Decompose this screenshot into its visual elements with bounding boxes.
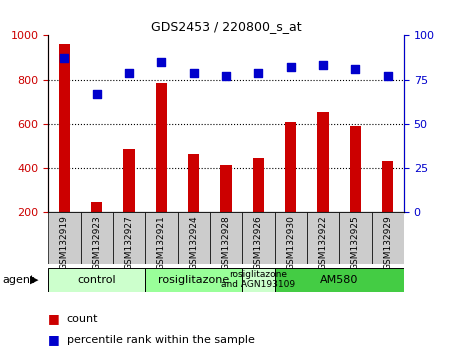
Bar <box>113 212 145 264</box>
Bar <box>145 212 178 264</box>
Bar <box>242 268 274 292</box>
Text: GSM132928: GSM132928 <box>222 215 230 270</box>
Bar <box>285 122 297 257</box>
Text: ■: ■ <box>48 333 60 346</box>
Text: rosiglitazone
and AGN193109: rosiglitazone and AGN193109 <box>221 270 296 289</box>
Bar <box>188 154 199 257</box>
Bar <box>156 83 167 257</box>
Text: GSM132919: GSM132919 <box>60 215 69 270</box>
Text: agent: agent <box>2 275 35 285</box>
Point <box>223 73 230 79</box>
Bar <box>274 212 307 264</box>
Bar <box>274 268 404 292</box>
Text: GSM132930: GSM132930 <box>286 215 295 270</box>
Point <box>61 56 68 61</box>
Text: GSM132929: GSM132929 <box>383 215 392 270</box>
Point <box>287 64 294 70</box>
Bar <box>242 212 274 264</box>
Text: GSM132924: GSM132924 <box>189 215 198 270</box>
Text: count: count <box>67 314 98 324</box>
Bar <box>178 212 210 264</box>
Text: ■: ■ <box>48 312 60 325</box>
Text: GSM132927: GSM132927 <box>124 215 134 270</box>
Bar <box>220 166 232 257</box>
Bar <box>372 212 404 264</box>
Bar <box>253 158 264 257</box>
Text: GSM132926: GSM132926 <box>254 215 263 270</box>
Point <box>255 70 262 75</box>
Bar <box>350 126 361 257</box>
Text: GSM132922: GSM132922 <box>319 215 328 270</box>
Point <box>384 73 392 79</box>
Text: GSM132923: GSM132923 <box>92 215 101 270</box>
Bar <box>318 113 329 257</box>
Bar <box>80 212 113 264</box>
Bar <box>91 202 102 257</box>
Bar <box>48 268 145 292</box>
Title: GDS2453 / 220800_s_at: GDS2453 / 220800_s_at <box>151 20 302 33</box>
Point <box>125 70 133 75</box>
Bar <box>307 212 339 264</box>
Bar <box>339 212 372 264</box>
Point <box>190 70 197 75</box>
Point <box>319 63 327 68</box>
Text: control: control <box>78 275 116 285</box>
Bar <box>145 268 242 292</box>
Text: AM580: AM580 <box>320 275 358 285</box>
Bar <box>210 212 242 264</box>
Text: percentile rank within the sample: percentile rank within the sample <box>67 335 254 345</box>
Bar <box>123 149 134 257</box>
Bar <box>382 161 393 257</box>
Point <box>158 59 165 65</box>
Point <box>93 91 101 97</box>
Text: rosiglitazone: rosiglitazone <box>158 275 230 285</box>
Text: GSM132921: GSM132921 <box>157 215 166 270</box>
Text: ▶: ▶ <box>30 275 39 285</box>
Bar <box>48 212 80 264</box>
Point <box>352 66 359 72</box>
Text: GSM132925: GSM132925 <box>351 215 360 270</box>
Bar <box>59 44 70 257</box>
